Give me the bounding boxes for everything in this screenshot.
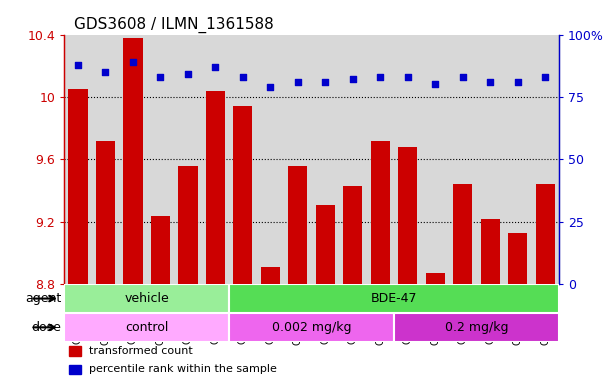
Bar [119, 35, 147, 284]
Bar [92, 35, 119, 284]
Point [458, 74, 468, 80]
Bar [426, 273, 445, 284]
Bar [68, 89, 87, 284]
Bar [312, 35, 339, 284]
Bar [426, 273, 445, 284]
Bar [371, 141, 390, 284]
Bar [178, 166, 197, 284]
Point [128, 59, 138, 65]
Bar [481, 218, 500, 284]
Bar [398, 147, 417, 284]
Bar [449, 35, 477, 284]
Bar [229, 35, 257, 284]
Text: transformed count: transformed count [89, 346, 192, 356]
Point [376, 74, 386, 80]
Text: control: control [125, 321, 168, 334]
Point [431, 81, 441, 88]
Bar [453, 184, 472, 284]
Text: 0.2 mg/kg: 0.2 mg/kg [445, 321, 508, 334]
Point [348, 76, 358, 83]
Point [266, 84, 276, 90]
Bar [261, 267, 280, 284]
Bar [536, 184, 555, 284]
Bar [69, 346, 81, 356]
Bar [504, 35, 532, 284]
Text: 0.002 mg/kg: 0.002 mg/kg [272, 321, 351, 334]
Bar [343, 186, 362, 284]
Bar [123, 38, 142, 284]
Bar [343, 186, 362, 284]
Text: vehicle: vehicle [124, 292, 169, 305]
Bar [147, 35, 174, 284]
Bar [96, 141, 115, 284]
Point [100, 69, 111, 75]
Bar [68, 89, 87, 284]
Text: GDS3608 / ILMN_1361588: GDS3608 / ILMN_1361588 [74, 17, 274, 33]
Bar [422, 35, 449, 284]
Bar [453, 184, 472, 284]
Bar [64, 284, 229, 313]
Bar [481, 218, 500, 284]
Bar [367, 35, 394, 284]
Bar [64, 313, 229, 342]
Bar [174, 35, 202, 284]
Bar [508, 233, 527, 284]
Bar [284, 35, 312, 284]
Bar [229, 284, 559, 313]
Text: dose: dose [31, 321, 61, 334]
Point [238, 74, 248, 80]
Point [156, 74, 166, 80]
Bar [257, 35, 284, 284]
Bar [151, 215, 170, 284]
Bar [151, 215, 170, 284]
Point [486, 79, 496, 85]
Bar [96, 141, 115, 284]
Bar [288, 166, 307, 284]
Bar [532, 35, 559, 284]
Bar [477, 35, 504, 284]
Bar [229, 313, 394, 342]
Point [513, 79, 523, 85]
Point [293, 79, 303, 85]
Bar [206, 91, 225, 284]
Bar [261, 267, 280, 284]
Bar [339, 35, 367, 284]
Text: agent: agent [25, 292, 61, 305]
Bar [508, 233, 527, 284]
Point [210, 64, 221, 70]
Bar [233, 106, 252, 284]
Bar [394, 35, 422, 284]
Bar [316, 205, 335, 284]
Point [321, 79, 331, 85]
Point [73, 61, 83, 68]
Bar [206, 91, 225, 284]
Bar [394, 313, 559, 342]
Bar [536, 184, 555, 284]
Bar [69, 365, 81, 374]
Bar [371, 141, 390, 284]
Point [183, 71, 193, 78]
Text: BDE-47: BDE-47 [371, 292, 417, 305]
Bar [233, 106, 252, 284]
Bar [178, 166, 197, 284]
Bar [64, 35, 92, 284]
Text: percentile rank within the sample: percentile rank within the sample [89, 364, 277, 374]
Bar [123, 38, 142, 284]
Point [403, 74, 413, 80]
Point [541, 74, 551, 80]
Bar [288, 166, 307, 284]
Bar [398, 147, 417, 284]
Bar [202, 35, 229, 284]
Bar [316, 205, 335, 284]
